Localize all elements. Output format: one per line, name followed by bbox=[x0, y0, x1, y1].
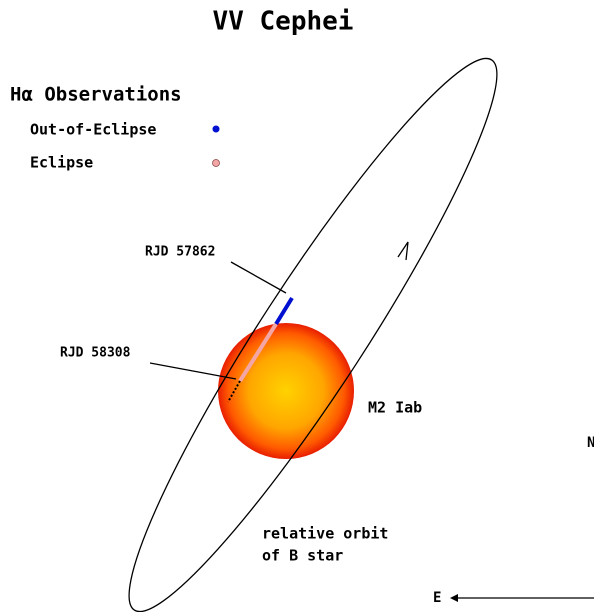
annotation: of B star bbox=[262, 547, 343, 565]
orbit-arrow bbox=[397, 241, 409, 261]
dotted-track bbox=[227, 380, 241, 403]
annotation: RJD 57862 bbox=[145, 245, 215, 260]
compass-north: N bbox=[587, 435, 594, 451]
legend-label: Eclipse bbox=[30, 154, 93, 172]
legend-marker bbox=[212, 159, 220, 167]
annotation: relative orbit bbox=[262, 525, 388, 543]
annotation: RJD 58308 bbox=[60, 346, 131, 361]
star bbox=[218, 323, 354, 459]
annotation: M2 Iab bbox=[368, 399, 422, 417]
legend-label: Out-of-Eclipse bbox=[30, 121, 156, 139]
out-of-eclipse-track bbox=[274, 296, 294, 326]
eclipse-track bbox=[238, 322, 278, 383]
orbit bbox=[128, 57, 498, 612]
compass-arrowhead bbox=[450, 594, 458, 602]
leader-line bbox=[149, 362, 237, 380]
legend-title: Hα Observations bbox=[10, 84, 182, 106]
leader-line bbox=[230, 261, 287, 294]
compass-east: E bbox=[433, 590, 441, 606]
title: VV Cephei bbox=[213, 7, 354, 37]
legend-marker bbox=[212, 125, 220, 133]
